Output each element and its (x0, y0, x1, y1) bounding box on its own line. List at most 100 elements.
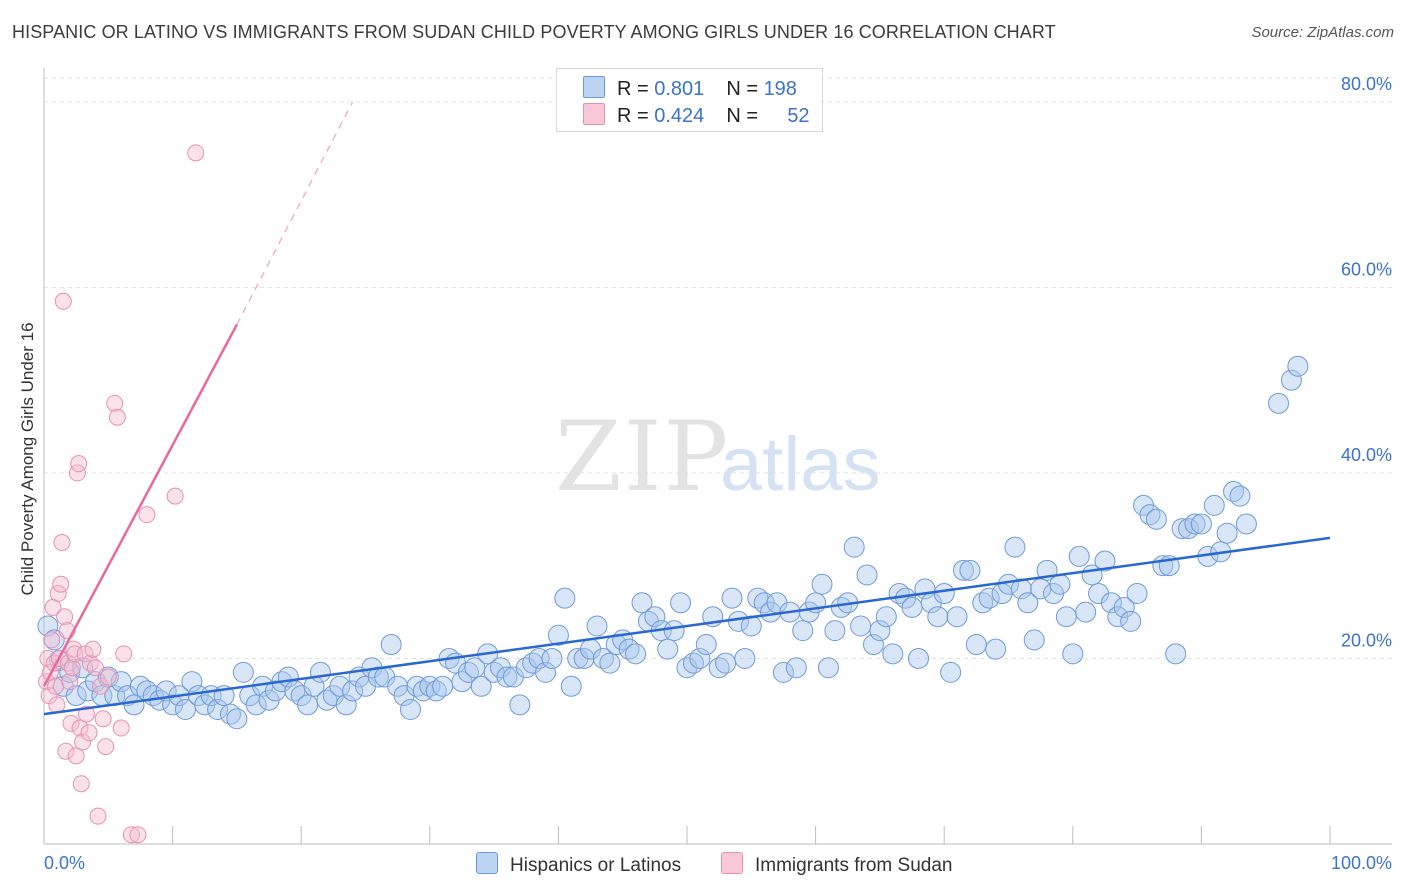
hispanics-point (1075, 601, 1097, 623)
hispanics-point (657, 638, 679, 660)
legend-n-value: 52 (787, 105, 810, 127)
sudan-point (47, 677, 65, 695)
hispanics-point (329, 675, 351, 697)
sudan-point (122, 826, 140, 844)
series-sudan-points (38, 144, 205, 844)
bottom-legend-label: Immigrants from Sudan (755, 855, 953, 876)
hispanics-point (496, 666, 518, 688)
hispanics-point (817, 657, 839, 679)
sudan-point (66, 645, 84, 663)
hispanics-point (1017, 592, 1039, 614)
hispanics-point (309, 661, 331, 683)
sudan-point (86, 659, 104, 677)
hispanics-point (1145, 508, 1167, 530)
hispanics-point (470, 675, 492, 697)
source-label: Source: ZipAtlas.com (1251, 24, 1394, 41)
sudan-point (56, 608, 74, 626)
hispanics-point (663, 620, 685, 642)
hispanics-point (1094, 550, 1116, 572)
hispanics-point (245, 694, 267, 716)
hispanics-point (965, 634, 987, 656)
hispanics-point (367, 666, 389, 688)
y-tick-label: 80.0% (1341, 74, 1392, 94)
hispanics-point (824, 620, 846, 642)
axes (43, 68, 1392, 845)
sudan-point (54, 292, 72, 310)
hispanics-point (625, 643, 647, 665)
hispanics-point (432, 675, 454, 697)
hispanics-point (843, 536, 865, 558)
sudan-point (68, 464, 86, 482)
hispanics-point (1126, 583, 1148, 605)
hispanics-point (1235, 513, 1257, 535)
hispanics-point (734, 647, 756, 669)
hispanics-point (528, 647, 550, 669)
hispanics-point (586, 615, 608, 637)
hispanics-point (1049, 573, 1071, 595)
sudan-point (77, 705, 95, 723)
legend: R = 0.801 N = 198 R = 0.424 N = 52 (556, 68, 823, 132)
sudan-point (74, 733, 92, 751)
hispanics-point (560, 675, 582, 697)
y-tick-label: 40.0% (1341, 445, 1392, 465)
legend-row-sudan: R = 0.424 N = 52 (583, 103, 810, 129)
hispanics-point (644, 606, 666, 628)
bottom-legend-sudan: Immigrants from Sudan (721, 852, 952, 877)
sudan-point (57, 742, 75, 760)
hispanics-point (875, 606, 897, 628)
sudan-point (94, 710, 112, 728)
hispanics-point (37, 615, 59, 637)
hispanics-point (554, 587, 576, 609)
legend-row-hispanics: R = 0.801 N = 198 (583, 76, 797, 102)
bottom-legend-swatch-blue (476, 852, 498, 874)
hispanics-point (785, 657, 807, 679)
hispanics-point (959, 559, 981, 581)
sudan-trend-line (42, 323, 239, 687)
hispanics-point (226, 708, 248, 730)
sudan-point (84, 640, 102, 658)
trend-lines (42, 101, 1331, 716)
legend-r-value: 0.801 (654, 78, 705, 100)
hispanics-point (715, 652, 737, 674)
gridlines (44, 77, 1392, 659)
hispanics-point (907, 647, 929, 669)
bottom-legend-swatch-pink (721, 852, 743, 874)
hispanics-point (940, 661, 962, 683)
sudan-point (43, 631, 61, 649)
hispanics-point (850, 615, 872, 637)
hispanics-point (811, 573, 833, 595)
hispanics-point (43, 629, 65, 651)
sudan-point (53, 533, 71, 551)
sudan-point (112, 719, 130, 737)
hispanics-point (670, 592, 692, 614)
hispanics-point (1113, 596, 1135, 618)
hispanics-point (1068, 545, 1090, 567)
hispanics-point (792, 620, 814, 642)
hispanics-point (978, 587, 1000, 609)
hispanics-point (599, 652, 621, 674)
hispanics-point (1055, 606, 1077, 628)
hispanics-point (297, 694, 319, 716)
hispanics-point (72, 657, 94, 679)
hispanics-point (1203, 494, 1225, 516)
sudan-point (129, 826, 147, 844)
sudan-point (63, 659, 81, 677)
y-tick-label: 60.0% (1341, 259, 1392, 279)
watermark: ZIP atlas (555, 401, 881, 513)
hispanics-point (342, 680, 364, 702)
hispanics-point (869, 620, 891, 642)
x-tick-label: 0.0% (44, 853, 85, 873)
sudan-point (115, 645, 133, 663)
bottom-legend-hispanics: Hispanics or Latinos (476, 852, 681, 877)
hispanics-point (207, 698, 229, 720)
hispanics-point (1004, 536, 1026, 558)
sudan-point (52, 575, 70, 593)
legend-r-label: R = (617, 78, 655, 100)
sudan-point (106, 394, 124, 412)
sudan-point (97, 738, 115, 756)
sudan-point (80, 724, 98, 742)
hispanics-point (380, 634, 402, 656)
hispanics-point (862, 634, 884, 656)
hispanics-point (631, 592, 653, 614)
